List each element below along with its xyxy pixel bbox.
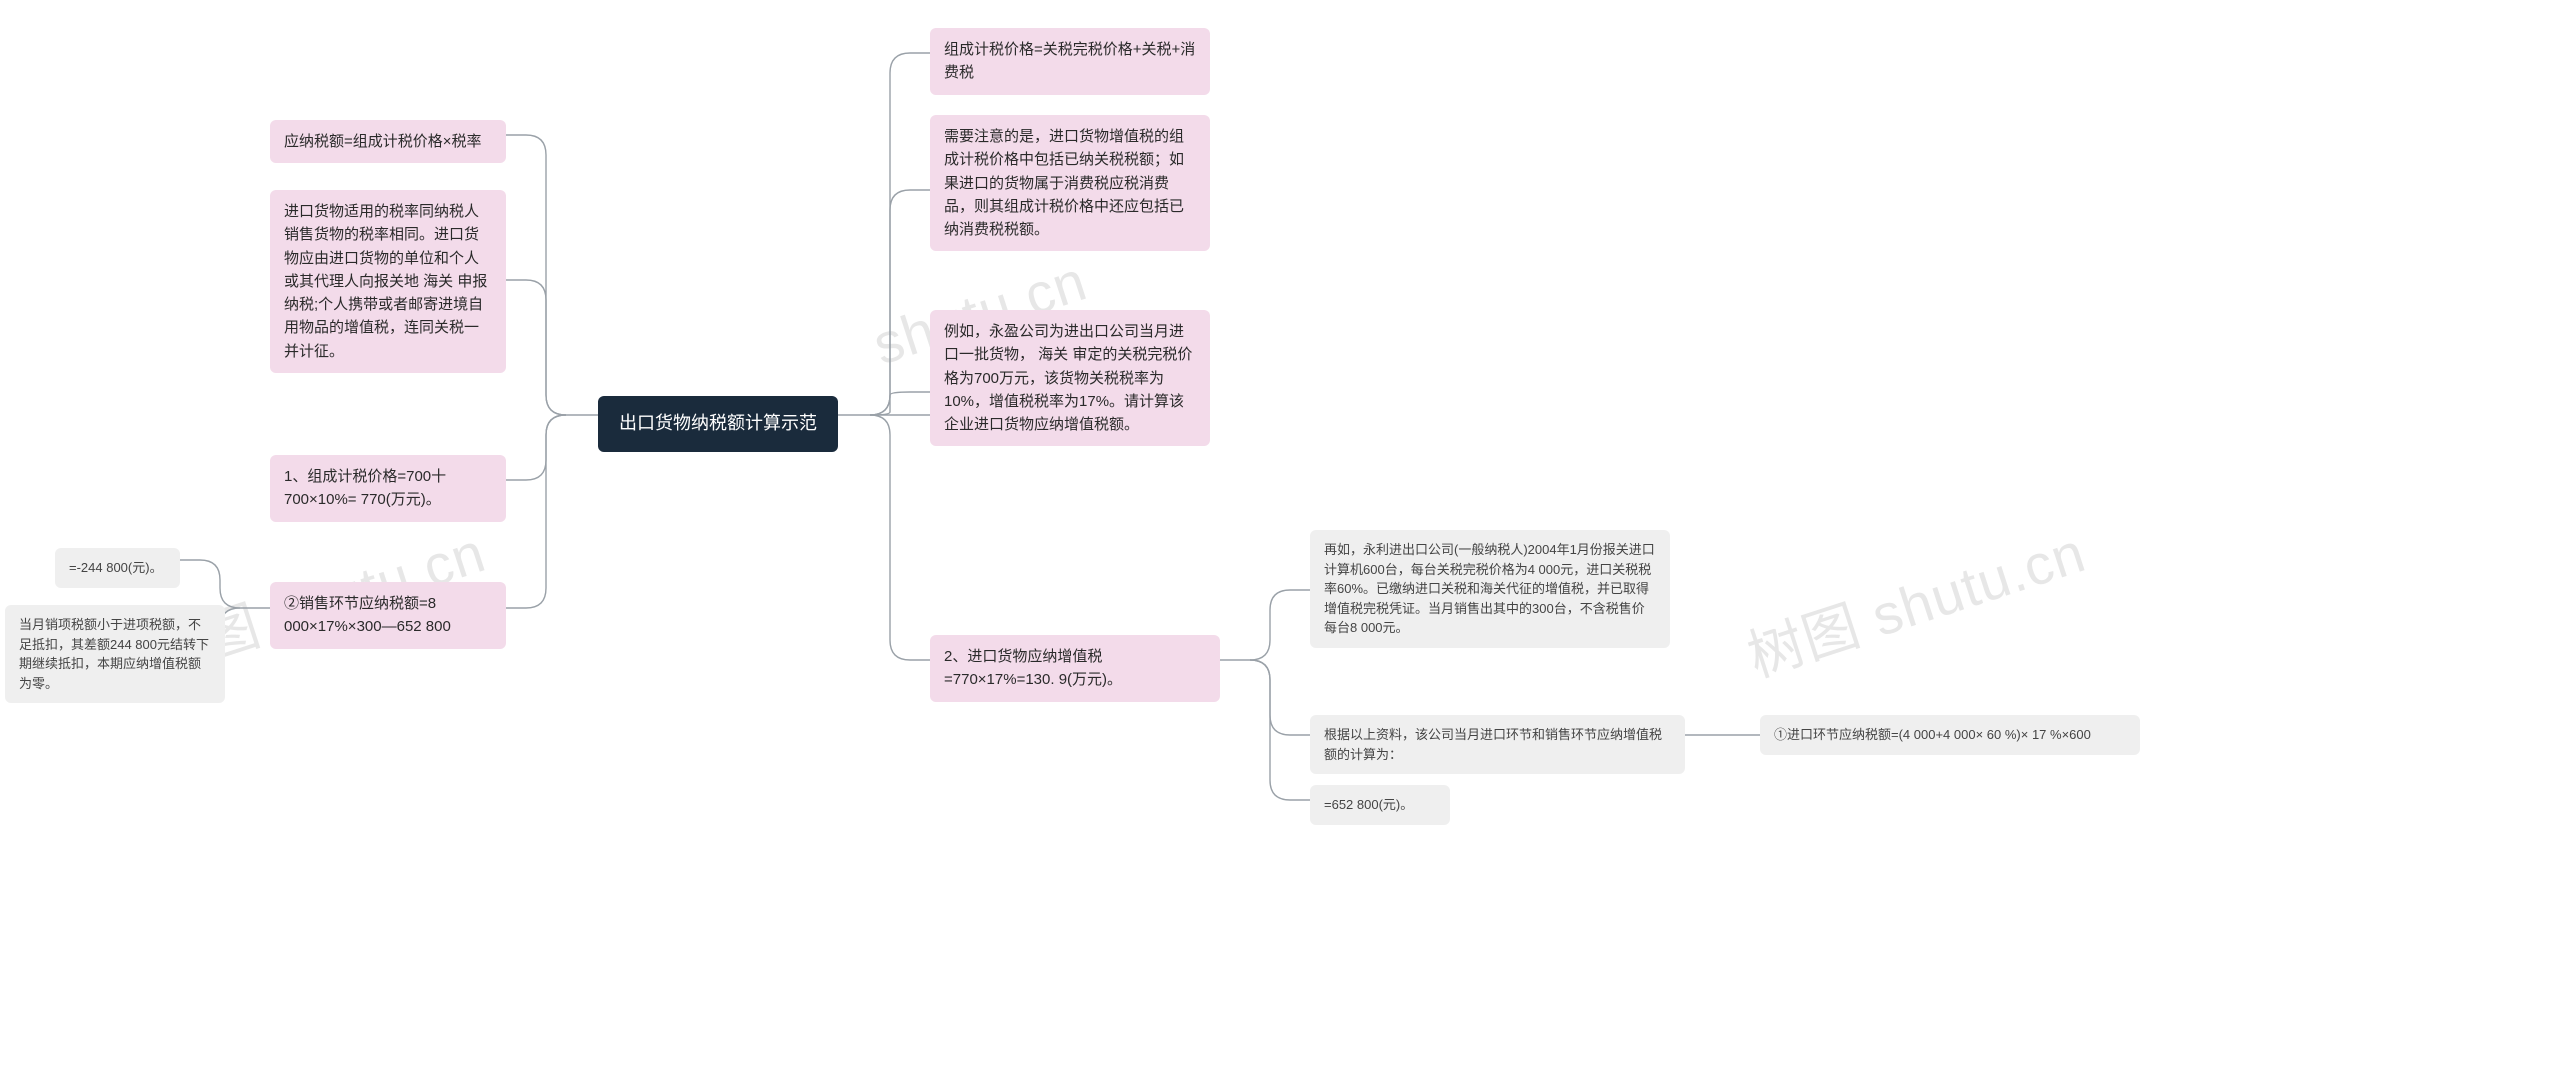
node-r4: 2、进口货物应纳增值税=770×17%=130. 9(万元)。 — [930, 635, 1220, 702]
node-l4: ②销售环节应纳税额=8 000×17%×300—652 800 — [270, 582, 506, 649]
node-r1: 组成计税价格=关税完税价格+关税+消费税 — [930, 28, 1210, 95]
watermark: 树图 shutu.cn — [1736, 508, 2094, 693]
node-r3: 例如，永盈公司为进出口公司当月进口一批货物， 海关 审定的关税完税价格为700万… — [930, 310, 1210, 446]
node-r4c: =652 800(元)。 — [1310, 785, 1450, 825]
node-r4a: 再如，永利进出口公司(一般纳税人)2004年1月份报关进口计算机600台，每台关… — [1310, 530, 1670, 648]
node-l2: 进口货物适用的税率同纳税人销售货物的税率相同。进口货物应由进口货物的单位和个人或… — [270, 190, 506, 373]
node-l3: 1、组成计税价格=700十700×10%= 770(万元)。 — [270, 455, 506, 522]
node-r4b: 根据以上资料，该公司当月进口环节和销售环节应纳增值税额的计算为： — [1310, 715, 1685, 774]
root-node: 出口货物纳税额计算示范 — [598, 396, 838, 452]
node-l4a: =-244 800(元)。 — [55, 548, 180, 588]
node-l1: 应纳税额=组成计税价格×税率 — [270, 120, 506, 163]
node-l4b: 当月销项税额小于进项税额，不足抵扣，其差额244 800元结转下期继续抵扣，本期… — [5, 605, 225, 703]
node-r4b1: ①进口环节应纳税额=(4 000+4 000× 60 %)× 17 %×600 — [1760, 715, 2140, 755]
node-r2: 需要注意的是，进口货物增值税的组成计税价格中包括已纳关税税额；如果进口的货物属于… — [930, 115, 1210, 251]
